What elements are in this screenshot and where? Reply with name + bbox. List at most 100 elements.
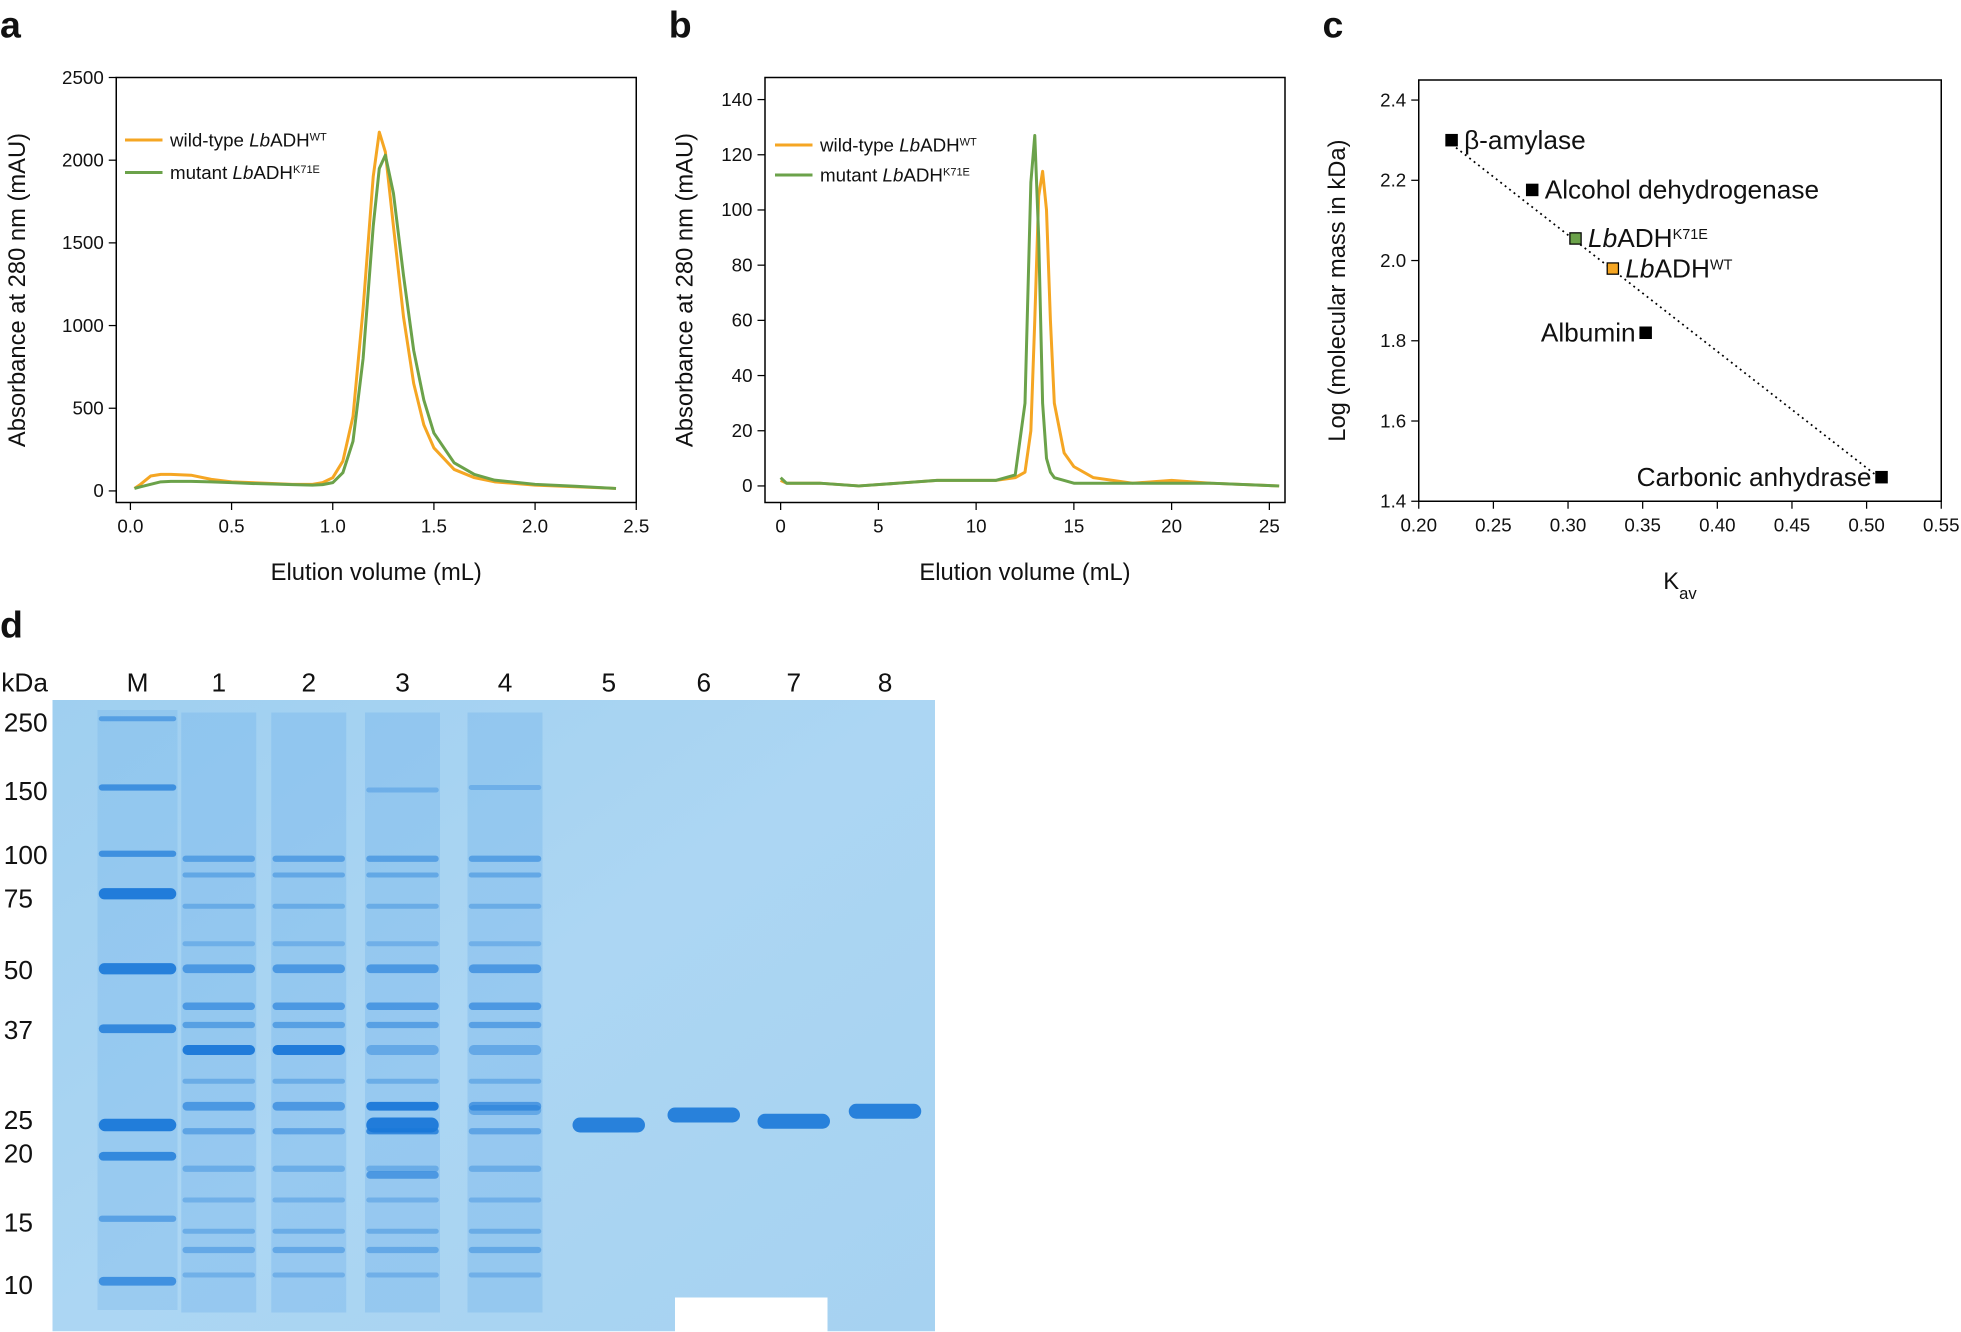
x-axis-label-part: K [1663, 568, 1679, 595]
gel-band [182, 1246, 255, 1254]
x-tick-label: 0 [775, 516, 785, 537]
gel-band [272, 903, 345, 909]
x-tick-label: 25 [1259, 516, 1280, 537]
y-tick-label: 140 [721, 89, 752, 110]
gel-band [468, 1165, 542, 1172]
marker-size-label: 250 [4, 707, 48, 737]
lane-smear [181, 712, 257, 1313]
unit-label: kDa [1, 667, 48, 697]
gel-band [468, 903, 542, 909]
legend-label: wild-type LbADHWT [819, 134, 977, 155]
marker-size-label: 10 [4, 1270, 33, 1300]
legend-label-part: Lb [883, 164, 904, 185]
y-tick-label: 1.6 [1380, 410, 1406, 431]
gel-band [182, 1272, 255, 1278]
legend-label-part: mutant [820, 164, 883, 185]
gel-blank [675, 1297, 828, 1332]
gel-band [366, 1101, 439, 1111]
point-label: LbADHK71E [1588, 223, 1708, 253]
point-label: β-amylase [1464, 125, 1586, 155]
legend-label-part: WT [310, 131, 327, 143]
series-line [133, 130, 617, 490]
x-tick-label: 1.5 [421, 516, 447, 537]
x-tick-label: 10 [966, 516, 987, 537]
gel-band [468, 1105, 542, 1115]
y-tick-label: 2500 [62, 67, 104, 88]
gel-band [272, 1128, 345, 1135]
gel-band [182, 1021, 255, 1029]
y-tick-label: 2.4 [1380, 89, 1406, 110]
gel-band [468, 941, 542, 947]
gel-band [182, 872, 255, 878]
x-axis-label: Elution volume (mL) [271, 559, 482, 586]
legend-label-part: K71E [943, 166, 970, 178]
legend-label-part: Lb [233, 162, 254, 183]
gel-band [366, 872, 439, 878]
gel-band [468, 1128, 542, 1135]
gel-band [366, 964, 439, 974]
point [1875, 470, 1888, 484]
gel-band [182, 964, 255, 974]
gel-band [366, 855, 439, 862]
gel-band [182, 1101, 255, 1111]
y-tick-label: 2000 [62, 149, 104, 170]
y-tick-label: 1000 [62, 315, 104, 336]
gel-band [272, 1045, 345, 1055]
gel-band [667, 1107, 740, 1123]
gel-band [366, 1165, 439, 1172]
x-tick-label: 0.45 [1774, 514, 1811, 535]
x-tick-label: 0.25 [1475, 514, 1511, 535]
trendline [1451, 143, 1880, 478]
y-tick-label: 1.4 [1380, 491, 1406, 512]
gel-band [468, 855, 542, 862]
gel-band [366, 1246, 439, 1254]
gel-band [468, 1002, 542, 1010]
plot-frame [1417, 79, 1942, 503]
panel-label: b [669, 4, 692, 46]
gel-band [182, 1128, 255, 1135]
gel-band [272, 855, 345, 862]
gel-band [98, 716, 177, 722]
point-label: Carbonic anhydrase [1637, 462, 1872, 492]
point [1525, 183, 1539, 197]
gel-band [468, 1246, 542, 1254]
point-label: LbADHWT [1625, 253, 1732, 283]
gel-band [366, 787, 439, 793]
gel-band [182, 1078, 255, 1084]
y-tick-label: 2.0 [1380, 250, 1406, 271]
lane-label: 6 [696, 667, 711, 697]
gel-band [98, 850, 177, 857]
gel-band [182, 1197, 255, 1203]
y-tick-label: 1.8 [1380, 330, 1406, 351]
gel-band [366, 1228, 439, 1234]
y-tick-label: 100 [721, 199, 752, 220]
point-label-part: Lb [1625, 253, 1654, 283]
gel-band [468, 872, 542, 878]
gel-band [182, 941, 255, 947]
gel-band [98, 1118, 177, 1132]
point-label-part: Lb [1588, 223, 1617, 253]
y-tick-label: 0 [742, 475, 752, 496]
x-axis-label-part: av [1679, 583, 1697, 602]
legend-label-part: ADH [920, 134, 960, 155]
lane-smear [97, 710, 178, 1310]
marker-size-label: 75 [4, 884, 33, 914]
x-tick-label: 20 [1161, 516, 1182, 537]
gel-band [272, 872, 345, 878]
legend-label-part: Lb [899, 134, 920, 155]
legend-label-part: wild-type [169, 129, 249, 150]
gel-band [366, 1117, 439, 1133]
x-axis-label: Kav [1663, 568, 1697, 603]
y-tick-label: 2.2 [1380, 170, 1406, 191]
gel-band [272, 1246, 345, 1254]
x-tick-label: 0.55 [1923, 514, 1959, 535]
gel-band [468, 785, 542, 790]
lane-smear [467, 712, 543, 1313]
y-tick-label: 120 [721, 144, 752, 165]
series-line [779, 133, 1280, 488]
legend-label-part: ADH [903, 164, 943, 185]
legend-label-part: WT [960, 136, 977, 148]
y-tick-label: 0 [93, 480, 103, 501]
